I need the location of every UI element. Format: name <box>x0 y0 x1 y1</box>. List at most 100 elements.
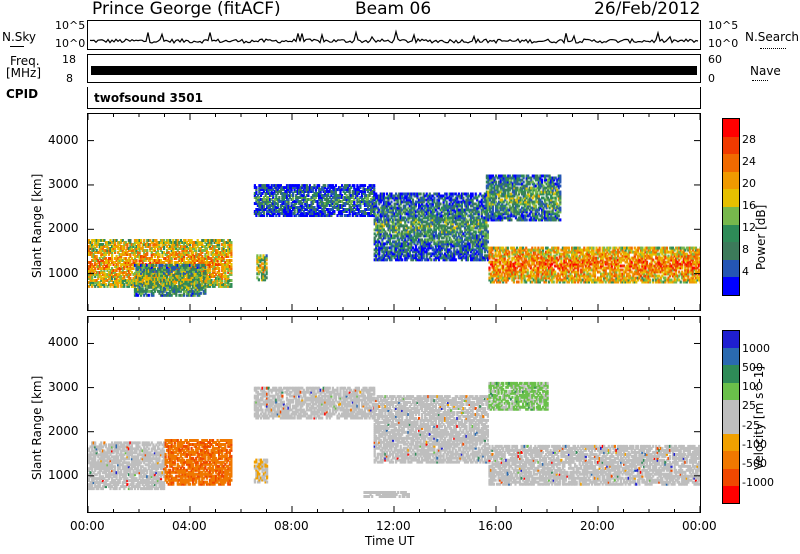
freq-panel <box>87 54 701 83</box>
nsearch-legend-line <box>760 48 786 49</box>
freq-tick-hi: 18 <box>62 53 76 66</box>
x-tick-label-2: 08:00 <box>274 519 309 533</box>
cpid-text: twofsound 3501 <box>94 91 203 105</box>
freq-label-2: [MHz] <box>6 66 42 80</box>
colorbar-tick-5: -100 <box>742 437 767 451</box>
nave-tick-hi: 60 <box>708 53 722 66</box>
colorbar-segment <box>723 224 739 243</box>
y-tick-label-0: 1000 <box>48 265 79 280</box>
y-tick-label-3: 4000 <box>48 335 79 350</box>
scatter-region-0 <box>88 441 166 491</box>
freq-tick-lo: 8 <box>66 72 73 85</box>
x-tick-label-5: 20:00 <box>580 519 615 533</box>
velocity-colorbar-label: Velocity [m s^-1] <box>752 365 766 470</box>
colorbar-segment <box>723 348 739 366</box>
nsky-legend-line <box>10 46 24 47</box>
colorbar-segment <box>723 331 739 349</box>
colorbar-tick-1: 8 <box>742 243 749 256</box>
power-colorbar-label: Power [dB] <box>754 204 768 270</box>
nave-label: Nave <box>750 64 781 78</box>
colorbar-segment <box>723 485 739 504</box>
colorbar-tick-0: 1000 <box>742 342 770 356</box>
scatter-region-7 <box>363 491 410 498</box>
scatter-region-5 <box>488 444 700 486</box>
colorbar-tick-3: 25 <box>742 399 756 413</box>
colorbar-segment <box>723 119 739 138</box>
cpid-panel: twofsound 3501 <box>87 87 701 109</box>
y-tick-label-2: 3000 <box>48 176 79 191</box>
colorbar-segment <box>723 242 739 261</box>
nsearch-label: N.Search <box>745 30 800 44</box>
colorbar-tick-6: 28 <box>742 133 756 146</box>
scatter-region-6 <box>485 174 562 222</box>
x-tick-label-6: 00:00 <box>682 519 717 533</box>
nsearch-tick-lo: 10^0 <box>708 37 739 50</box>
scatter-region-3 <box>253 386 376 420</box>
y-tick-label-0: 1000 <box>48 467 79 482</box>
colorbar-tick-7: -1000 <box>742 475 774 489</box>
nsky-trace <box>89 29 699 45</box>
power-ylabel: Slant Range [km] <box>30 173 44 278</box>
colorbar-tick-3: 16 <box>742 199 756 212</box>
nsky-tick-lo: 10^0 <box>55 37 86 50</box>
station-title: Prince George (fitACF) <box>92 0 281 19</box>
scatter-region-1 <box>133 263 207 297</box>
colorbar-tick-6: -500 <box>742 456 767 470</box>
nave-tick-lo: 0 <box>708 72 715 85</box>
scatter-region-3 <box>253 184 376 217</box>
scatter-region-2 <box>253 458 269 484</box>
velocity-panel <box>87 316 701 513</box>
colorbar-segment <box>723 451 739 470</box>
colorbar-segment <box>723 468 739 487</box>
x-tick-label-3: 12:00 <box>376 519 411 533</box>
scatter-region-5 <box>488 246 700 284</box>
power-panel <box>87 113 701 311</box>
axis-ticks <box>88 114 700 310</box>
colorbar-tick-4: 20 <box>742 177 756 190</box>
scatter-region-2 <box>256 254 268 282</box>
colorbar-segment <box>723 136 739 155</box>
power-plot <box>88 114 700 310</box>
velocity-colorbar <box>722 330 740 504</box>
y-tick-label-3: 4000 <box>48 132 79 147</box>
scatter-region-4 <box>373 192 489 262</box>
cpid-label: CPID <box>6 87 39 101</box>
date-title: 26/Feb/2012 <box>594 0 701 19</box>
colorbar-tick-2: 12 <box>742 221 756 234</box>
x-tick-label-4: 16:00 <box>478 519 513 533</box>
nsky-tick-hi: 10^5 <box>55 19 86 32</box>
scatter-region-4 <box>373 395 489 464</box>
colorbar-segment <box>723 207 739 226</box>
velocity-ylabel: Slant Range [km] <box>30 375 44 480</box>
nave-legend-line <box>752 80 768 81</box>
colorbar-segment <box>723 399 739 418</box>
colorbar-tick-1: 500 <box>742 361 763 375</box>
nsky-panel <box>87 20 701 50</box>
freq-band <box>91 66 697 75</box>
y-tick-label-2: 3000 <box>48 379 79 394</box>
velocity-plot <box>88 317 700 512</box>
x-tick-label-0: 00:00 <box>70 519 105 533</box>
nsky-label: N.Sky <box>2 30 37 44</box>
colorbar-segment <box>723 434 739 452</box>
x-tick-label-1: 04:00 <box>172 519 207 533</box>
x-axis-label: Time UT <box>365 534 415 548</box>
colorbar-segment <box>723 189 739 208</box>
y-tick-label-1: 2000 <box>48 423 79 438</box>
axis-ticks <box>88 317 700 512</box>
scatter-region-6 <box>488 381 549 411</box>
colorbar-segment <box>723 277 739 296</box>
nsearch-tick-hi: 10^5 <box>708 19 739 32</box>
colorbar-tick-5: 24 <box>742 155 756 168</box>
colorbar-segment <box>723 382 739 401</box>
colorbar-tick-0: 4 <box>742 265 749 278</box>
y-tick-label-1: 2000 <box>48 221 79 236</box>
colorbar-segment <box>723 154 739 173</box>
colorbar-tick-4: -25 <box>742 418 760 432</box>
power-colorbar <box>722 118 740 296</box>
colorbar-segment <box>723 259 739 278</box>
colorbar-segment <box>723 417 739 435</box>
colorbar-segment <box>723 171 739 190</box>
colorbar-tick-2: 100 <box>742 380 763 394</box>
beam-title: Beam 06 <box>355 0 432 19</box>
